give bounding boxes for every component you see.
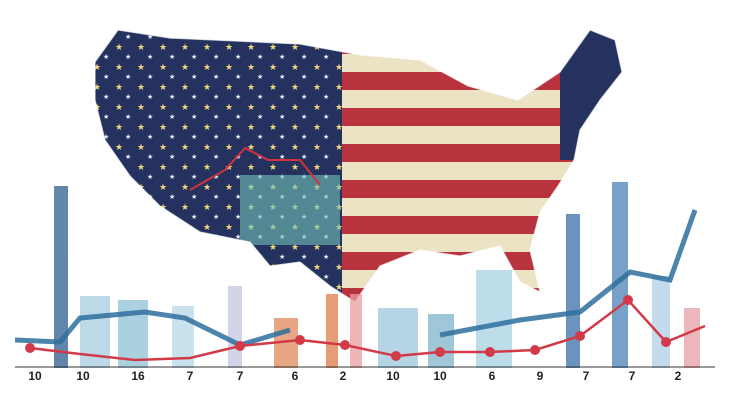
map-line — [189, 146, 321, 191]
axis-label: 7 — [237, 369, 244, 383]
axis-label: 10 — [433, 369, 447, 383]
axis-label: 6 — [489, 369, 496, 383]
axis-label: 2 — [340, 369, 347, 383]
axis-labels: 10 10 16 7 7 6 2 10 10 6 9 7 7 2 — [28, 369, 681, 383]
axis-label: 10 — [28, 369, 42, 383]
axis-label: 7 — [583, 369, 590, 383]
red-points — [25, 295, 671, 361]
axis-label: 7 — [187, 369, 194, 383]
trend-line — [439, 209, 698, 338]
axis-label: 10 — [76, 369, 90, 383]
axis-label: 7 — [629, 369, 636, 383]
map-outline — [94, 29, 623, 303]
axis-label: 9 — [537, 369, 544, 383]
axis-label: 16 — [131, 369, 145, 383]
axis-label: 10 — [386, 369, 400, 383]
axis-label: 6 — [292, 369, 299, 383]
axis-label: 2 — [675, 369, 682, 383]
us-map — [95, 30, 622, 302]
